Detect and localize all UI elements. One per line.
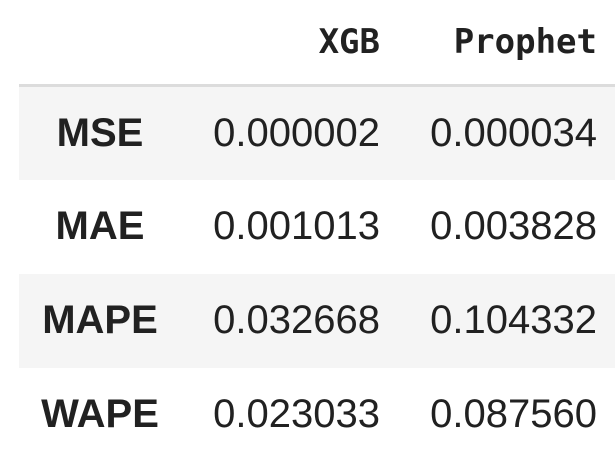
header-row: XGB Prophet (19, 0, 615, 87)
table-row-wape: WAPE 0.023033 0.087560 (19, 368, 615, 456)
cell-mse-prophet: 0.000034 (430, 110, 597, 155)
column-header-prophet: Prophet (398, 0, 615, 87)
cell-wape-xgb: 0.023033 (213, 392, 380, 436)
index-header (19, 0, 181, 87)
table-row-mape: MAPE 0.032668 0.104332 (19, 273, 615, 368)
table-row-mae: MAE 0.001013 0.003828 (19, 180, 615, 274)
table-header: XGB Prophet (19, 0, 615, 87)
cell-mse-xgb: 0.000002 (213, 110, 380, 155)
table-row-mse: MSE 0.000002 0.000034 (19, 85, 615, 180)
row-label-wape: WAPE (41, 392, 159, 436)
row-label-mape: MAPE (42, 298, 158, 342)
cell-wape-prophet: 0.087560 (430, 392, 597, 436)
cell-mae-prophet: 0.003828 (430, 204, 597, 248)
table-body: MSE 0.000002 0.000034 MAE 0.001013 0.003… (19, 85, 615, 456)
cell-mape-prophet: 0.104332 (430, 298, 597, 342)
cell-mae-xgb: 0.001013 (213, 204, 380, 248)
row-label-mae: MAE (55, 204, 145, 248)
column-header-xgb: XGB (181, 0, 398, 87)
cell-mape-xgb: 0.032668 (213, 298, 380, 342)
metrics-table: XGB Prophet MSE 0.000002 0.000034 MAE 0.… (19, 0, 615, 456)
row-label-mse: MSE (56, 110, 144, 155)
